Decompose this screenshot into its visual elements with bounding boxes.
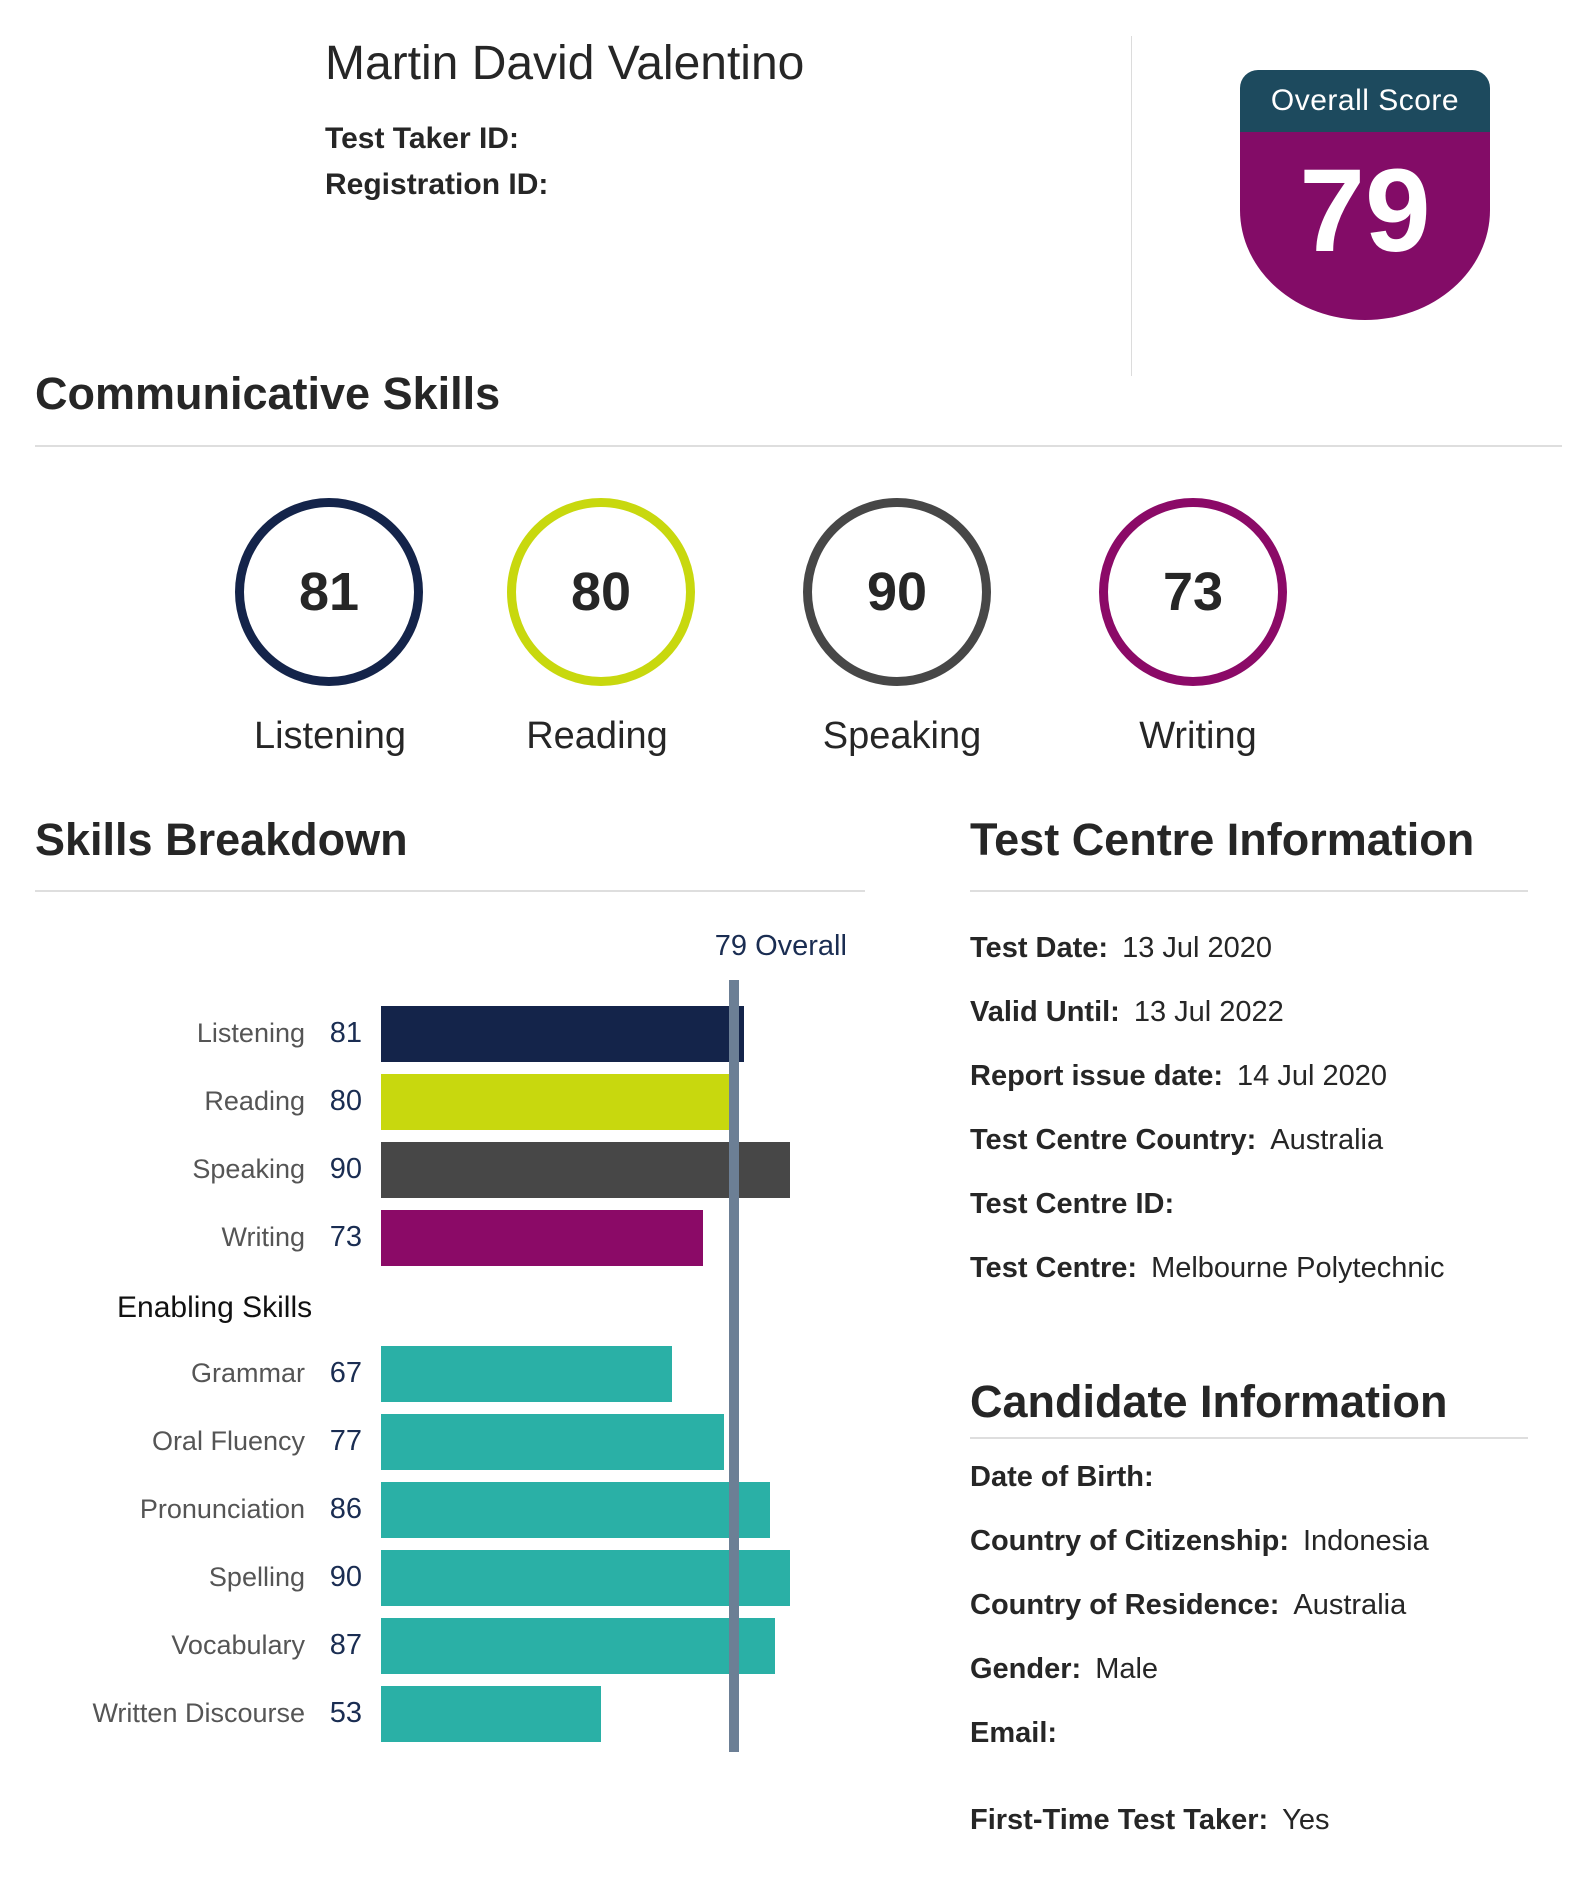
test-centre-info-row: Test Centre: Melbourne Polytechnic bbox=[970, 1252, 1444, 1285]
candidate-info-row: Country of Citizenship: Indonesia bbox=[970, 1525, 1429, 1558]
first-time-test-taker-value: Yes bbox=[1282, 1804, 1330, 1836]
candidate-info-row: Date of Birth: bbox=[970, 1461, 1168, 1494]
bar-label-oral-fluency: Oral Fluency bbox=[151, 1426, 305, 1456]
writing-label: Writing bbox=[1139, 715, 1257, 757]
candidate-info-row: Country of Residence: Australia bbox=[970, 1589, 1406, 1622]
bar-value-speaking: 90 bbox=[329, 1153, 362, 1185]
candidate-info-rule bbox=[970, 1437, 1528, 1439]
candidate-info-key: Country of Residence: bbox=[970, 1589, 1280, 1621]
bar-spelling bbox=[381, 1550, 790, 1606]
candidate-info-key: Gender: bbox=[970, 1653, 1082, 1685]
candidate-info-row: Email: bbox=[970, 1717, 1071, 1750]
skills-breakdown-chart: 79 Overall Enabling Skills Listening 81 Re… bbox=[92, 930, 847, 1752]
bar-writing bbox=[381, 1210, 704, 1266]
bar-value-oral-fluency: 77 bbox=[329, 1425, 362, 1457]
bar-label-reading: Reading bbox=[204, 1086, 305, 1116]
speaking-score: 90 bbox=[866, 562, 928, 622]
test-centre-info-key: Test Centre Country: bbox=[970, 1124, 1257, 1156]
bar-label-speaking: Speaking bbox=[192, 1154, 305, 1184]
test-centre-info-key: Test Centre: bbox=[970, 1252, 1138, 1284]
candidate-info-key: Date of Birth: bbox=[970, 1461, 1154, 1493]
listening-label: Listening bbox=[253, 715, 407, 757]
bar-label-vocabulary: Vocabulary bbox=[171, 1630, 305, 1660]
bar-label-written-discourse: Written Discourse bbox=[92, 1698, 305, 1728]
test-centre-info-row: Test Centre Country: Australia bbox=[970, 1124, 1383, 1157]
candidate-info-value: Australia bbox=[1293, 1589, 1407, 1621]
reading-score-circle: 80 bbox=[507, 498, 695, 686]
test-taker-id-label: Test Taker ID: bbox=[325, 122, 519, 155]
overall-score-value: 79 bbox=[1299, 145, 1431, 277]
bar-value-reading: 80 bbox=[329, 1085, 362, 1117]
header-divider bbox=[1131, 36, 1132, 376]
test-centre-info-key: Test Date: bbox=[970, 932, 1109, 964]
test-centre-info-row: Valid Until: 13 Jul 2022 bbox=[970, 996, 1284, 1029]
bar-value-vocabulary: 87 bbox=[329, 1629, 362, 1661]
bar-vocabulary bbox=[381, 1618, 775, 1674]
bar-value-written-discourse: 53 bbox=[329, 1697, 362, 1729]
bar-label-listening: Listening bbox=[196, 1018, 305, 1048]
bar-written-discourse bbox=[381, 1686, 601, 1742]
bar-label-spelling: Spelling bbox=[208, 1562, 305, 1592]
overall-marker-label: 79 Overall bbox=[714, 930, 847, 962]
test-centre-info-value: 13 Jul 2022 bbox=[1133, 996, 1284, 1028]
candidate-info-heading: Candidate Information bbox=[970, 1376, 1448, 1427]
bar-label-writing: Writing bbox=[221, 1222, 305, 1252]
writing-score-circle: 73 bbox=[1099, 498, 1287, 686]
overall-score-label: Overall Score bbox=[1240, 70, 1490, 132]
first-time-test-taker-row: First-Time Test Taker: Yes bbox=[970, 1804, 1329, 1837]
candidate-info-value: Indonesia bbox=[1302, 1525, 1429, 1557]
candidate-info-row: Gender: Male bbox=[970, 1653, 1158, 1686]
test-centre-info-row: Test Centre ID: bbox=[970, 1188, 1188, 1221]
bar-label-pronunciation: Pronunciation bbox=[139, 1494, 305, 1524]
test-centre-info-value: Australia bbox=[1270, 1124, 1384, 1156]
bar-speaking bbox=[381, 1142, 790, 1198]
test-centre-info-key: Report issue date: bbox=[970, 1060, 1223, 1092]
test-centre-heading: Test Centre Information bbox=[970, 814, 1475, 865]
test-centre-info-key: Valid Until: bbox=[970, 996, 1120, 1028]
bar-value-grammar: 67 bbox=[329, 1357, 362, 1389]
bar-value-listening: 81 bbox=[329, 1017, 362, 1049]
bar-value-spelling: 90 bbox=[329, 1561, 362, 1593]
registration-id-label: Registration ID: bbox=[325, 168, 549, 201]
speaking-score-circle: 90 bbox=[803, 498, 991, 686]
bar-grammar bbox=[381, 1346, 673, 1402]
test-centre-rule bbox=[970, 890, 1528, 892]
bar-listening bbox=[381, 1006, 744, 1062]
test-centre-info-row: Report issue date: 14 Jul 2020 bbox=[970, 1060, 1387, 1093]
candidate-name: Martin David Valentino bbox=[325, 37, 805, 90]
bar-pronunciation bbox=[381, 1482, 770, 1538]
test-centre-info-value: Melbourne Polytechnic bbox=[1151, 1252, 1445, 1284]
speaking-label: Speaking bbox=[822, 715, 982, 757]
bar-value-writing: 73 bbox=[329, 1221, 362, 1253]
candidate-info-value: Male bbox=[1095, 1653, 1159, 1685]
overall-score-badge: Overall Score 79 bbox=[1240, 70, 1490, 320]
overall-score-panel: 79 bbox=[1240, 132, 1490, 320]
test-centre-info-row: Test Date: 13 Jul 2020 bbox=[970, 932, 1272, 965]
skills-breakdown-rule bbox=[35, 890, 865, 892]
reading-score: 80 bbox=[570, 562, 632, 622]
reading-label: Reading bbox=[526, 715, 668, 757]
writing-score: 73 bbox=[1162, 562, 1224, 622]
communicative-skills-heading: Communicative Skills bbox=[35, 368, 501, 419]
bar-reading bbox=[381, 1074, 739, 1130]
test-centre-info-value: 14 Jul 2020 bbox=[1237, 1060, 1387, 1092]
first-time-test-taker-key: First-Time Test Taker: bbox=[970, 1804, 1269, 1836]
bar-label-grammar: Grammar bbox=[191, 1358, 305, 1388]
candidate-info-key: Email: bbox=[970, 1717, 1058, 1749]
skills-breakdown-heading: Skills Breakdown bbox=[35, 814, 408, 865]
overall-marker-line bbox=[728, 980, 739, 1752]
communicative-rule bbox=[35, 445, 1562, 447]
bar-oral-fluency bbox=[381, 1414, 724, 1470]
test-centre-info-value: 13 Jul 2020 bbox=[1122, 932, 1273, 964]
listening-score: 81 bbox=[298, 562, 360, 622]
bar-value-pronunciation: 86 bbox=[329, 1493, 362, 1525]
test-centre-info-key: Test Centre ID: bbox=[970, 1188, 1175, 1220]
enabling-skills-heading: Enabling Skills bbox=[117, 1291, 313, 1324]
candidate-info-key: Country of Citizenship: bbox=[970, 1525, 1289, 1557]
listening-score-circle: 81 bbox=[235, 498, 423, 686]
